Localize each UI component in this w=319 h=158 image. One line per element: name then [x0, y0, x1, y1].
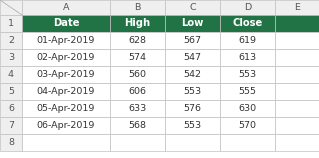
Bar	[220, 100, 275, 117]
Text: 630: 630	[238, 104, 256, 113]
Text: 1: 1	[8, 19, 14, 28]
Bar	[110, 134, 165, 151]
Bar	[22, 100, 110, 117]
Text: B: B	[134, 3, 141, 12]
Bar	[275, 66, 319, 83]
Text: A: A	[63, 3, 69, 12]
Bar	[110, 117, 165, 134]
Text: D: D	[244, 3, 251, 12]
Bar	[165, 0, 220, 15]
Text: Close: Close	[232, 18, 263, 28]
Text: 02-Apr-2019: 02-Apr-2019	[37, 53, 95, 62]
Text: E: E	[294, 3, 300, 12]
Text: 6: 6	[8, 104, 14, 113]
Bar	[0, 83, 22, 100]
Bar	[0, 66, 22, 83]
Text: 574: 574	[129, 53, 146, 62]
Bar	[220, 32, 275, 49]
Bar	[165, 32, 220, 49]
Bar	[275, 32, 319, 49]
Text: 606: 606	[129, 87, 146, 96]
Bar	[22, 49, 110, 66]
Bar	[0, 117, 22, 134]
Text: 553: 553	[183, 121, 202, 130]
Text: 5: 5	[8, 87, 14, 96]
Bar	[0, 100, 22, 117]
Text: 553: 553	[183, 87, 202, 96]
Text: 547: 547	[183, 53, 202, 62]
Bar	[165, 134, 220, 151]
Bar	[275, 83, 319, 100]
Bar	[110, 83, 165, 100]
Bar	[0, 0, 22, 15]
Text: 628: 628	[129, 36, 146, 45]
Text: 3: 3	[8, 53, 14, 62]
Bar	[165, 15, 220, 32]
Text: 568: 568	[129, 121, 146, 130]
Bar	[22, 32, 110, 49]
Bar	[0, 134, 22, 151]
Bar	[165, 100, 220, 117]
Bar	[22, 83, 110, 100]
Text: 633: 633	[128, 104, 147, 113]
Bar	[110, 100, 165, 117]
Bar	[275, 49, 319, 66]
Text: 04-Apr-2019: 04-Apr-2019	[37, 87, 95, 96]
Bar	[220, 83, 275, 100]
Bar	[0, 49, 22, 66]
Bar	[110, 15, 165, 32]
Text: 4: 4	[8, 70, 14, 79]
Bar	[165, 49, 220, 66]
Bar	[275, 15, 319, 32]
Bar	[110, 66, 165, 83]
Text: 7: 7	[8, 121, 14, 130]
Bar	[165, 83, 220, 100]
Bar	[22, 0, 110, 15]
Text: 553: 553	[238, 70, 256, 79]
Bar	[22, 117, 110, 134]
Text: 555: 555	[239, 87, 256, 96]
Bar	[220, 49, 275, 66]
Bar	[220, 0, 275, 15]
Text: High: High	[124, 18, 151, 28]
Bar	[220, 66, 275, 83]
Bar	[220, 117, 275, 134]
Bar	[165, 66, 220, 83]
Text: 06-Apr-2019: 06-Apr-2019	[37, 121, 95, 130]
Bar	[0, 15, 22, 32]
Bar	[165, 117, 220, 134]
Bar	[275, 0, 319, 15]
Bar	[110, 0, 165, 15]
Text: 8: 8	[8, 138, 14, 147]
Text: 03-Apr-2019: 03-Apr-2019	[37, 70, 95, 79]
Text: 613: 613	[238, 53, 256, 62]
Text: 567: 567	[183, 36, 202, 45]
Text: C: C	[189, 3, 196, 12]
Bar	[275, 100, 319, 117]
Bar	[220, 134, 275, 151]
Bar	[110, 49, 165, 66]
Text: 2: 2	[8, 36, 14, 45]
Bar	[110, 32, 165, 49]
Text: 560: 560	[129, 70, 146, 79]
Text: 619: 619	[239, 36, 256, 45]
Bar	[0, 32, 22, 49]
Text: Date: Date	[53, 18, 79, 28]
Bar	[275, 134, 319, 151]
Text: 05-Apr-2019: 05-Apr-2019	[37, 104, 95, 113]
Bar	[220, 15, 275, 32]
Bar	[22, 134, 110, 151]
Text: 01-Apr-2019: 01-Apr-2019	[37, 36, 95, 45]
Bar	[22, 66, 110, 83]
Bar	[22, 15, 110, 32]
Text: 542: 542	[183, 70, 202, 79]
Text: 570: 570	[239, 121, 256, 130]
Bar	[275, 117, 319, 134]
Text: 576: 576	[183, 104, 202, 113]
Text: Low: Low	[181, 18, 204, 28]
